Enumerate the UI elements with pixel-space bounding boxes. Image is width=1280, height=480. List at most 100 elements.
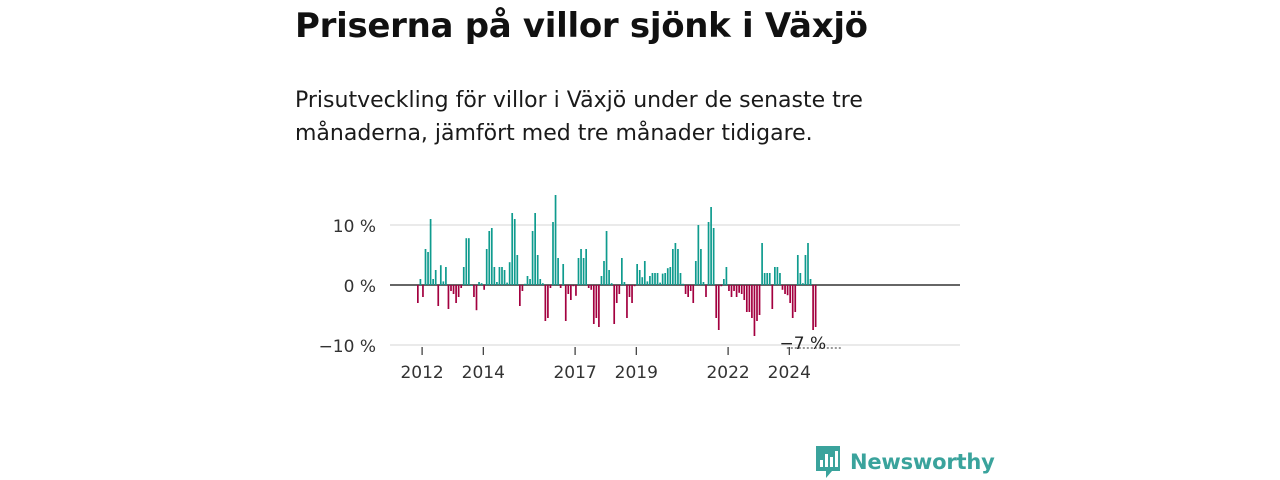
bar: [725, 267, 728, 285]
bar: [490, 228, 493, 285]
bar: [419, 279, 422, 285]
x-tick-label: 2022: [706, 363, 749, 383]
bar: [457, 285, 460, 297]
bar: [559, 285, 562, 288]
bar: [697, 225, 700, 285]
bar: [480, 283, 483, 285]
bar: [442, 281, 445, 285]
bar: [577, 258, 580, 285]
bar: [636, 264, 638, 285]
newsworthy-logo: Newsworthy: [814, 445, 995, 479]
bar: [684, 285, 687, 294]
bar: [592, 285, 595, 324]
bar: [654, 273, 656, 285]
bar: [526, 276, 529, 285]
bar: [549, 285, 552, 288]
bar: [677, 249, 679, 285]
bar: [763, 273, 766, 285]
bar: [488, 231, 491, 285]
bar: [572, 285, 575, 287]
bar: [712, 228, 715, 285]
bar: [470, 285, 473, 286]
bar: [598, 285, 600, 327]
bar: [473, 285, 475, 297]
bar: [590, 285, 593, 290]
bar: [784, 285, 786, 294]
bar: [735, 285, 738, 297]
bar: [429, 219, 432, 285]
bar: [544, 285, 547, 321]
x-tick-label: 2024: [768, 363, 811, 383]
bar: [557, 258, 559, 285]
bar: [439, 265, 442, 285]
bar: [496, 282, 498, 285]
bar: [580, 249, 582, 285]
bar: [562, 264, 565, 285]
bar: [646, 281, 649, 285]
bar: [641, 277, 644, 285]
bar: [649, 276, 651, 285]
bar: [740, 285, 743, 294]
bar: [700, 249, 702, 285]
bar: [519, 285, 521, 306]
bar: [434, 270, 437, 285]
bar: [661, 273, 664, 285]
bar: [483, 285, 485, 290]
bar: [603, 261, 605, 285]
bar: [628, 285, 631, 297]
bar: [720, 285, 723, 287]
bar: [786, 285, 789, 296]
bar: [455, 285, 457, 303]
bar: [715, 285, 718, 318]
page-subtitle: Prisutveckling för villor i Växjö under …: [295, 88, 863, 146]
x-tick-label: 2014: [462, 363, 505, 383]
bar: [694, 261, 697, 285]
bar: [812, 285, 814, 330]
latest-value-annotation: −7 %: [779, 334, 826, 354]
bar: [659, 282, 661, 285]
bar: [679, 273, 682, 285]
bar: [651, 273, 654, 285]
bar: [531, 231, 534, 285]
bar: [626, 285, 628, 318]
bar: [534, 213, 536, 285]
bar: [666, 268, 669, 285]
bar: [687, 285, 689, 297]
bar: [781, 285, 784, 290]
bar: [547, 285, 549, 318]
bar: [751, 285, 753, 318]
price-change-bar-chart: 10 % 0 % −10 % 2012 2014 2017 2019 2022 2024 −7 …: [319, 195, 960, 383]
bar: [623, 282, 626, 285]
y-tick-label: 10 %: [333, 217, 376, 237]
bar: [437, 285, 440, 306]
bar: [460, 285, 463, 288]
bar: [613, 285, 616, 324]
bar: [794, 285, 797, 312]
bar: [465, 238, 468, 285]
bar: [552, 222, 554, 285]
bar: [422, 285, 424, 297]
bar: [585, 249, 587, 285]
bar: [618, 285, 621, 294]
bar: [664, 273, 667, 285]
bar: [814, 285, 817, 327]
bar: [501, 267, 503, 285]
bar: [608, 270, 610, 285]
bar: [508, 262, 511, 285]
bar: [452, 285, 455, 294]
bar: [692, 285, 695, 303]
bar: [779, 273, 781, 285]
bar: [804, 255, 807, 285]
bar: [511, 213, 514, 285]
bar: [529, 279, 531, 285]
bar: [745, 285, 748, 312]
bar: [674, 243, 677, 285]
bar: [615, 285, 618, 303]
bar: [638, 270, 641, 285]
bar: [432, 279, 434, 285]
bar: [493, 267, 496, 285]
bar: [478, 282, 480, 285]
bar: [516, 255, 519, 285]
bar: [605, 231, 608, 285]
bar: [809, 279, 812, 285]
